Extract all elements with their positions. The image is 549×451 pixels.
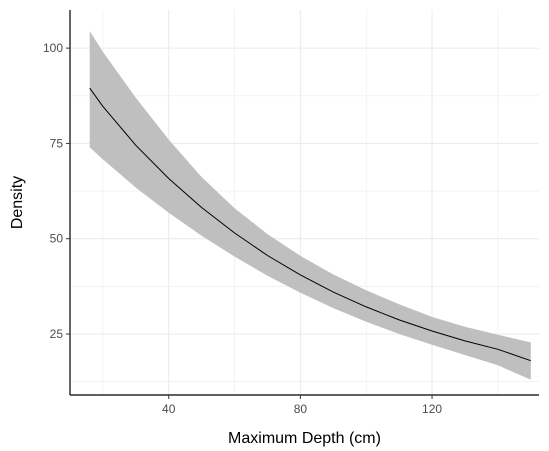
y-ticks: 25 50 75 100 — [43, 41, 70, 341]
x-ticks: 40 80 120 — [162, 395, 442, 416]
x-tick-label: 40 — [162, 402, 176, 416]
y-tick-label: 50 — [50, 232, 64, 246]
y-tick-label: 100 — [43, 41, 63, 55]
x-axis-title: Maximum Depth (cm) — [228, 430, 381, 447]
confidence-ribbon — [89, 31, 531, 380]
y-axis-title: Density — [9, 176, 26, 229]
axes — [69, 10, 539, 396]
fitted-line — [89, 87, 531, 362]
y-tick-label: 75 — [50, 136, 64, 150]
x-tick-label: 80 — [294, 402, 308, 416]
x-tick-label: 120 — [422, 402, 442, 416]
y-tick-label: 25 — [50, 327, 64, 341]
